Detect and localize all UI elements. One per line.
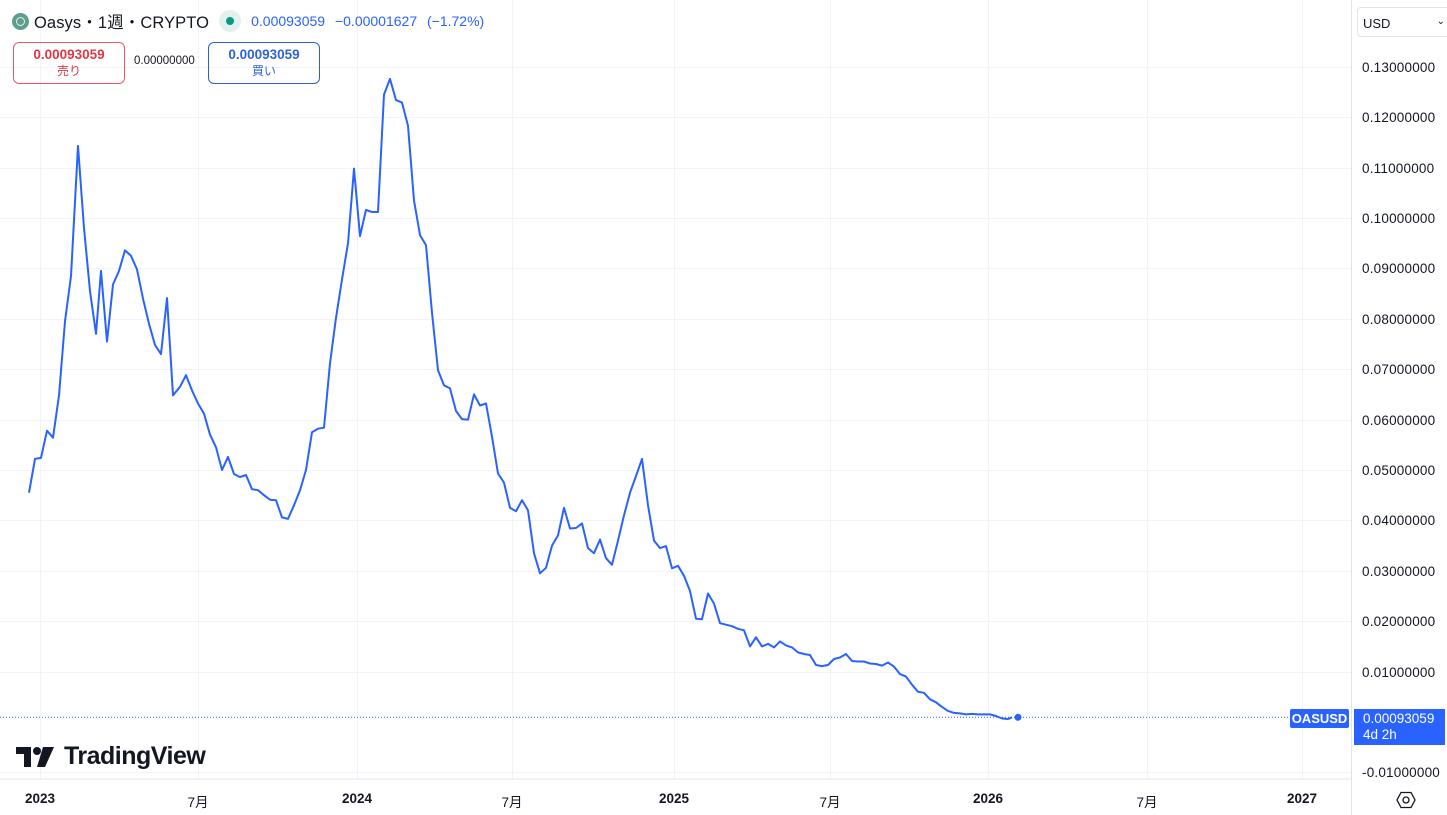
price-axis-label: 0.12000000	[1362, 109, 1436, 125]
last-price-marker	[1014, 713, 1022, 721]
last-price: 0.00093059	[251, 13, 326, 29]
quote-values: 0.00093059 −0.00001627 (−1.72%)	[251, 13, 490, 29]
price-axis-label: -0.01000000	[1362, 764, 1441, 780]
tradingview-logo-icon	[16, 746, 54, 767]
currency-value: USD	[1363, 16, 1391, 31]
price-axis-label: 0.11000000	[1362, 160, 1435, 176]
chart-grid	[0, 0, 1351, 779]
time-axis-label: 2023	[24, 791, 56, 806]
time-axis-label: 7月	[187, 795, 209, 810]
price-axis-label: 0.13000000	[1362, 59, 1436, 75]
price-axis-label: 0.10000000	[1362, 210, 1436, 226]
time-axis-label: 7月	[819, 795, 841, 810]
price-axis-label: 0.06000000	[1362, 412, 1436, 428]
last-price-tag-value: 0.00093059	[1363, 711, 1435, 726]
bar-countdown: 4d 2h	[1363, 727, 1397, 742]
time-axis-label: 2027	[1286, 791, 1318, 806]
tradingview-watermark[interactable]: TradingView	[16, 742, 206, 771]
sell-price: 0.00093059	[33, 47, 105, 62]
price-line	[28, 77, 1013, 720]
sell-button[interactable]: 0.00093059 売り	[13, 42, 125, 84]
price-axis-label: 0.04000000	[1362, 512, 1436, 528]
time-axis-label: 7月	[501, 795, 523, 810]
price-axis-label: 0.05000000	[1362, 462, 1436, 478]
buy-price: 0.00093059	[228, 47, 300, 62]
market-status-indicator[interactable]	[219, 10, 242, 32]
symbol-title[interactable]: Oasys・1週・CRYPTO	[34, 14, 210, 32]
time-axis-label: 2024	[341, 791, 373, 806]
buy-button[interactable]: 0.00093059 買い	[208, 42, 320, 84]
price-axis-label: 0.09000000	[1362, 260, 1436, 276]
price-change: −0.00001627	[334, 13, 418, 29]
last-price-tag: 0.00093059 4d 2h	[1354, 709, 1445, 745]
market-open-dot-icon	[226, 17, 235, 25]
symbol-price-tag: OASUSD	[1290, 709, 1349, 728]
tradingview-wordmark: TradingView	[64, 742, 206, 770]
price-change-percent: (−1.72%)	[427, 13, 485, 29]
chart-legend-header: Oasys・1週・CRYPTO 0.00093059 −0.00001627 (…	[12, 9, 490, 33]
price-axis-label: 0.08000000	[1362, 311, 1436, 327]
price-axis-label: 0.03000000	[1362, 563, 1436, 579]
time-axis-label: 7月	[1136, 795, 1158, 810]
spread-value: 0.00000000	[134, 55, 195, 67]
currency-select[interactable]: USD ⌄	[1357, 7, 1447, 37]
time-axis-label: 2025	[658, 791, 690, 806]
price-axis-label: 0.07000000	[1362, 361, 1436, 377]
price-axis-label: 0.01000000	[1362, 664, 1436, 680]
price-axis-label: 0.02000000	[1362, 613, 1436, 629]
chart-settings-icon[interactable]	[1396, 790, 1416, 810]
buy-label: 買い	[251, 64, 276, 78]
chevron-down-icon: ⌄	[1436, 16, 1445, 27]
oasys-logo-icon	[12, 12, 29, 30]
sell-label: 売り	[56, 64, 81, 78]
time-axis-label: 2026	[972, 791, 1004, 806]
